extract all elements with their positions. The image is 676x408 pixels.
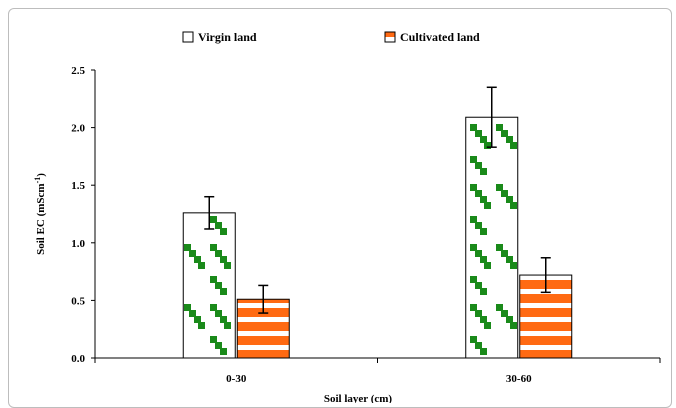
- y-axis-label-main: Soil EC (mScm: [35, 183, 47, 255]
- y-axis-label-close: ): [35, 173, 47, 177]
- y-tick-label: 2.0: [71, 123, 85, 135]
- bar-virgin-30-60: [465, 116, 519, 359]
- y-axis-label-sup: -1: [33, 177, 42, 184]
- legend-label-cultivated: Cultivated land: [400, 30, 480, 44]
- x-axis-label: Soil layer (cm): [324, 393, 393, 403]
- y-tick-label: 1.0: [71, 238, 85, 250]
- y-axis-label-group: Soil EC (mScm-1): [33, 173, 48, 255]
- bars: [182, 116, 573, 359]
- y-axis-label: Soil EC (mScm-1): [33, 173, 48, 255]
- x-tick-label: 30-60: [506, 373, 532, 385]
- legend-label-virgin: Virgin land: [198, 30, 257, 44]
- legend: Virgin land Cultivated land: [182, 30, 480, 44]
- y-tick-label: 1.5: [71, 180, 85, 192]
- y-tick-label: 0.0: [71, 353, 85, 365]
- y-tick-label: 2.5: [71, 65, 85, 77]
- x-ticks: 0-30 30-60: [94, 358, 661, 385]
- bar-virgin-0-30: [182, 212, 236, 359]
- x-tick-label: 0-30: [226, 373, 247, 385]
- y-tick-label: 0.5: [71, 295, 85, 307]
- legend-swatch-cultivated: [384, 31, 396, 43]
- error-bars: [204, 86, 551, 314]
- y-ticks: 0.0 0.5 1.0 1.5 2.0 2.5: [71, 65, 95, 365]
- legend-swatch-virgin: [182, 31, 194, 43]
